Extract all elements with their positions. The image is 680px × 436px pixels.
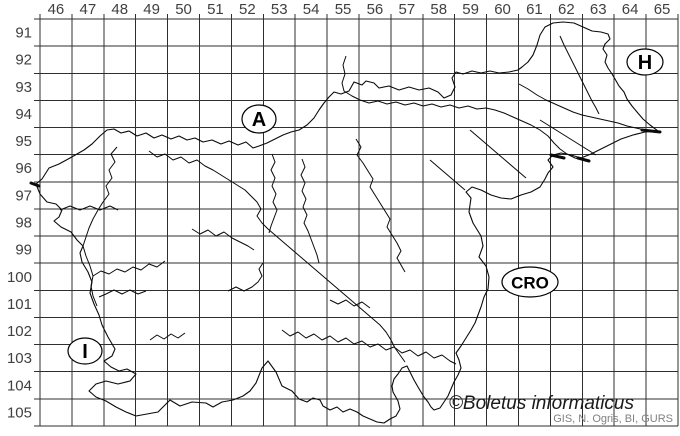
col-label: 60 — [494, 1, 511, 18]
country-label-cro: CRO — [501, 266, 559, 298]
row-label: 103 — [7, 350, 32, 367]
river-line — [341, 55, 584, 161]
row-label: 102 — [7, 323, 32, 340]
col-label: 61 — [526, 1, 543, 18]
row-label: 99 — [15, 242, 32, 259]
river-line — [518, 83, 657, 132]
row-label: 98 — [15, 214, 32, 231]
border-arrow-mark — [29, 181, 41, 188]
river-line — [191, 228, 255, 251]
river-line — [92, 260, 166, 277]
river-line — [149, 332, 186, 341]
river-line — [268, 153, 278, 234]
border-arrow-mark — [640, 128, 662, 134]
row-label: 94 — [15, 106, 32, 123]
col-label: 65 — [654, 1, 671, 18]
river-line — [355, 138, 406, 273]
col-label: 63 — [590, 1, 607, 18]
river-line — [469, 129, 527, 179]
river-line — [82, 146, 118, 307]
col-label: 58 — [430, 1, 447, 18]
country-label-text: A — [252, 109, 266, 131]
col-label: 50 — [175, 1, 192, 18]
border-arrow-mark — [576, 156, 591, 163]
country-label-ellipse — [501, 266, 559, 298]
country-label-h: H — [626, 48, 664, 76]
grid-lines — [34, 14, 679, 427]
river-line — [429, 159, 466, 191]
country-label-ellipse — [67, 337, 103, 365]
row-label: 101 — [7, 296, 32, 313]
river-line — [281, 329, 457, 365]
country-border — [35, 21, 659, 424]
col-label: 48 — [111, 1, 128, 18]
country-label-ellipse — [626, 48, 664, 76]
row-label: 105 — [7, 404, 32, 421]
country-label-text: I — [82, 341, 88, 363]
country-label-a: A — [241, 104, 277, 134]
row-label: 93 — [15, 79, 32, 96]
col-label: 59 — [462, 1, 479, 18]
watermark-text: ©Boletus informaticus — [448, 393, 634, 414]
col-label: 46 — [48, 1, 65, 18]
row-label: 95 — [15, 133, 32, 150]
attribution-text: GIS, N. Ogris, BI, GURS — [553, 413, 673, 425]
col-label: 64 — [622, 1, 639, 18]
river-line — [98, 289, 147, 298]
row-label: 92 — [15, 52, 32, 69]
col-label: 56 — [367, 1, 384, 18]
country-labels: A H CRO I — [67, 48, 664, 365]
col-label: 57 — [399, 1, 416, 18]
map-outline — [29, 21, 662, 424]
col-label: 54 — [303, 1, 320, 18]
country-label-text: CRO — [511, 274, 549, 293]
row-label: 104 — [7, 377, 32, 394]
river-line — [559, 35, 600, 115]
river-line — [227, 262, 264, 292]
row-label: 97 — [15, 187, 32, 204]
col-label: 62 — [558, 1, 575, 18]
col-label: 55 — [335, 1, 352, 18]
row-label: 91 — [15, 25, 32, 42]
river-line — [300, 158, 320, 264]
country-label-i: I — [67, 337, 103, 365]
col-label: 47 — [80, 1, 97, 18]
river-line — [539, 119, 597, 156]
river-line — [59, 205, 119, 211]
col-label: 52 — [239, 1, 256, 18]
col-label: 53 — [271, 1, 288, 18]
river-line — [329, 299, 371, 309]
river-line — [148, 150, 406, 363]
col-label: 51 — [207, 1, 224, 18]
country-label-ellipse — [241, 104, 277, 134]
col-label: 49 — [143, 1, 160, 18]
row-label: 96 — [15, 160, 32, 177]
axis-labels: 46 47 48 49 50 51 52 53 54 55 56 57 58 59 60 61 62 63 64 65… — [7, 1, 670, 421]
row-label: 100 — [7, 269, 32, 286]
country-label-text: H — [638, 52, 652, 74]
border-arrow-mark — [549, 153, 566, 160]
